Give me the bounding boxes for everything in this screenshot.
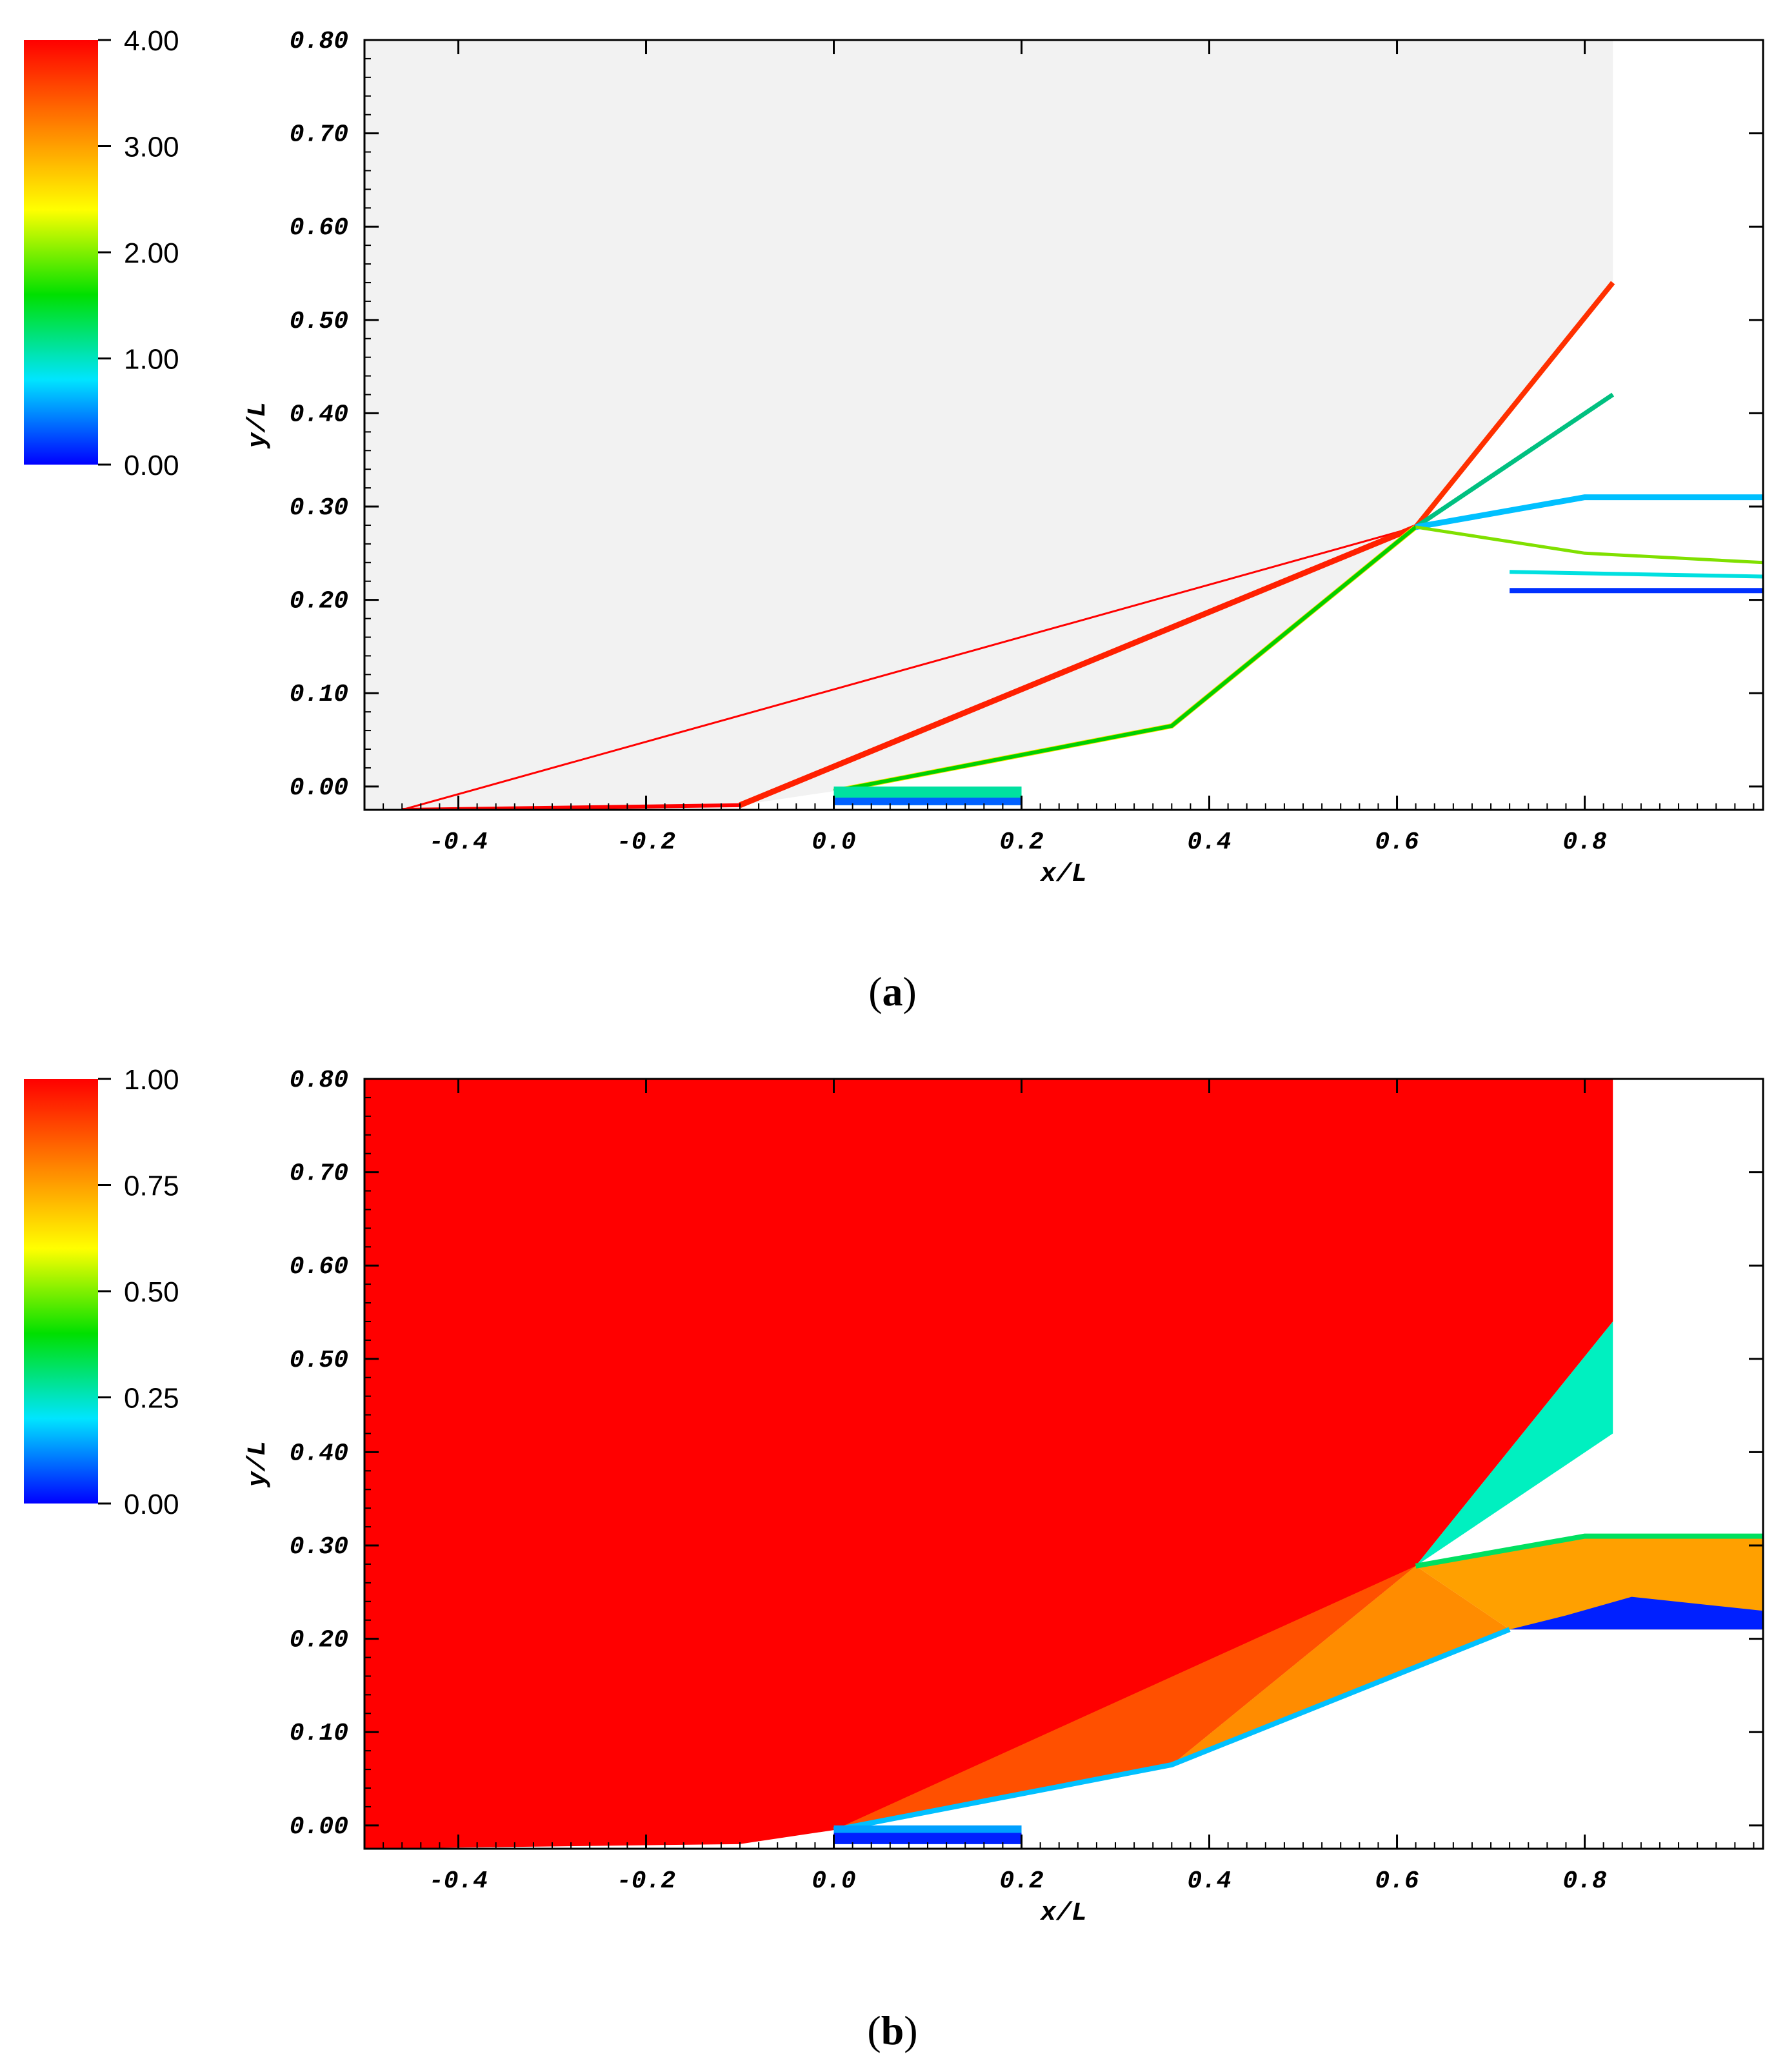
plot-area <box>364 40 1763 810</box>
panel-b: 0.00 0.25 0.50 0.75 1.00 -0.4 -0.2 0.0 0.2 0.4 0.6… <box>0 1039 1785 2072</box>
plot-frame <box>363 1078 1764 1850</box>
bow-shock-line <box>401 526 1417 810</box>
y-tick-label: 0.60 <box>290 214 348 242</box>
colorbar-tick-label: 0.75 <box>124 1171 179 1202</box>
y-tick-label: 0.30 <box>290 1533 348 1561</box>
y-tick-label: 0.40 <box>290 1440 348 1467</box>
x-tick-label: -0.2 <box>617 829 675 856</box>
y-tick-label: 0.20 <box>290 588 348 616</box>
y-tick-label: 0.00 <box>290 774 348 802</box>
y-tick-label: 0.80 <box>290 28 348 55</box>
colorbar <box>24 1079 98 1504</box>
y-tick-label: 0.30 <box>290 494 348 522</box>
contour-plot-a: 0.00 1.00 2.00 3.00 4.00 -0.4 -0.2 0.0 0.2 0.4 0.6… <box>24 25 1764 889</box>
x-tick-label: -0.4 <box>429 1867 488 1895</box>
y-axis-label: y/L <box>244 1440 273 1487</box>
flow-field <box>364 1079 1613 1849</box>
y-tick-label: 0.70 <box>290 1160 348 1188</box>
y-tick-label: 0.70 <box>290 121 348 149</box>
colorbar-tick-label: 0.50 <box>124 1276 179 1308</box>
compression-region-2 <box>1172 1565 1510 1765</box>
ramp-shock-line <box>739 524 1417 808</box>
y-tick-label: 0.00 <box>290 1813 348 1841</box>
duct-contour-line <box>1415 525 1763 565</box>
colorbar-tick-label: 0.00 <box>124 450 179 481</box>
colorbar-tick-label: 1.00 <box>124 344 179 376</box>
colorbar <box>24 40 98 465</box>
y-tick-label: 0.20 <box>290 1627 348 1655</box>
y-tick-label: 0.50 <box>290 1347 348 1374</box>
expansion-wedge <box>1415 1322 1613 1566</box>
colorbar-tick-label: 2.00 <box>124 237 179 269</box>
caption-b: (b) <box>867 2007 918 2053</box>
y-tick-label: 0.40 <box>290 401 348 428</box>
x-axis-label: x/L <box>1039 1899 1087 1928</box>
cowl-boundary-layer <box>1415 1533 1763 1569</box>
caption-a: (a) <box>868 969 917 1014</box>
x-tick-label: 0.8 <box>1562 1867 1606 1895</box>
duct-low-region <box>1510 1596 1763 1630</box>
plot-frame <box>363 39 1764 811</box>
compression-region <box>833 1565 1416 1831</box>
colorbar-tick-label: 3.00 <box>124 132 179 163</box>
y-tick-label: 0.80 <box>290 1067 348 1094</box>
plot-area <box>364 1079 1763 1849</box>
y-tick-label: 0.50 <box>290 308 348 336</box>
cowl-shock-line <box>1413 281 1615 529</box>
x-tick-label: 0.2 <box>999 829 1043 856</box>
duct-boundary-line <box>1510 570 1763 579</box>
x-tick-label: 0.4 <box>1187 1867 1231 1895</box>
x-tick-label: 0.2 <box>999 1867 1043 1895</box>
x-tick-label: 0.0 <box>812 829 855 856</box>
lip-plate-inner <box>833 1833 1022 1844</box>
colorbar-tick-label: 4.00 <box>124 25 179 57</box>
colorbar-tick-label: 1.00 <box>124 1064 179 1096</box>
x-tick-label: 0.0 <box>812 1867 855 1895</box>
y-axis-label: y/L <box>244 401 273 448</box>
x-tick-label: 0.6 <box>1375 1867 1419 1895</box>
x-tick-label: -0.2 <box>617 1867 675 1895</box>
panel-a: 0.00 1.00 2.00 3.00 4.00 -0.4 -0.2 0.0 0.2 0.4 0.6… <box>24 25 1764 1014</box>
y-tick-label: 0.10 <box>290 681 348 709</box>
contour-plot-b: 0.00 0.25 0.50 0.75 1.00 -0.4 -0.2 0.0 0.2 0.4 0.6… <box>24 1064 1764 1928</box>
expansion-line <box>1414 392 1615 529</box>
x-tick-label: 0.6 <box>1375 829 1419 856</box>
boundary-layer <box>833 1627 1511 1833</box>
x-tick-label: 0.4 <box>1187 829 1231 856</box>
x-tick-label: -0.4 <box>429 829 488 856</box>
lip-plate-inner <box>833 798 1022 805</box>
cowl-inner-line <box>1415 494 1763 530</box>
y-tick-label: 0.10 <box>290 1720 348 1747</box>
x-tick-label: 0.8 <box>1562 829 1606 856</box>
flow-field <box>364 40 1613 810</box>
y-tick-label: 0.60 <box>290 1253 348 1281</box>
x-axis-label: x/L <box>1039 860 1087 889</box>
surface-contour-line <box>833 525 1417 794</box>
colorbar-tick-label: 0.25 <box>124 1383 179 1414</box>
colorbar-tick-label: 0.00 <box>124 1489 179 1520</box>
